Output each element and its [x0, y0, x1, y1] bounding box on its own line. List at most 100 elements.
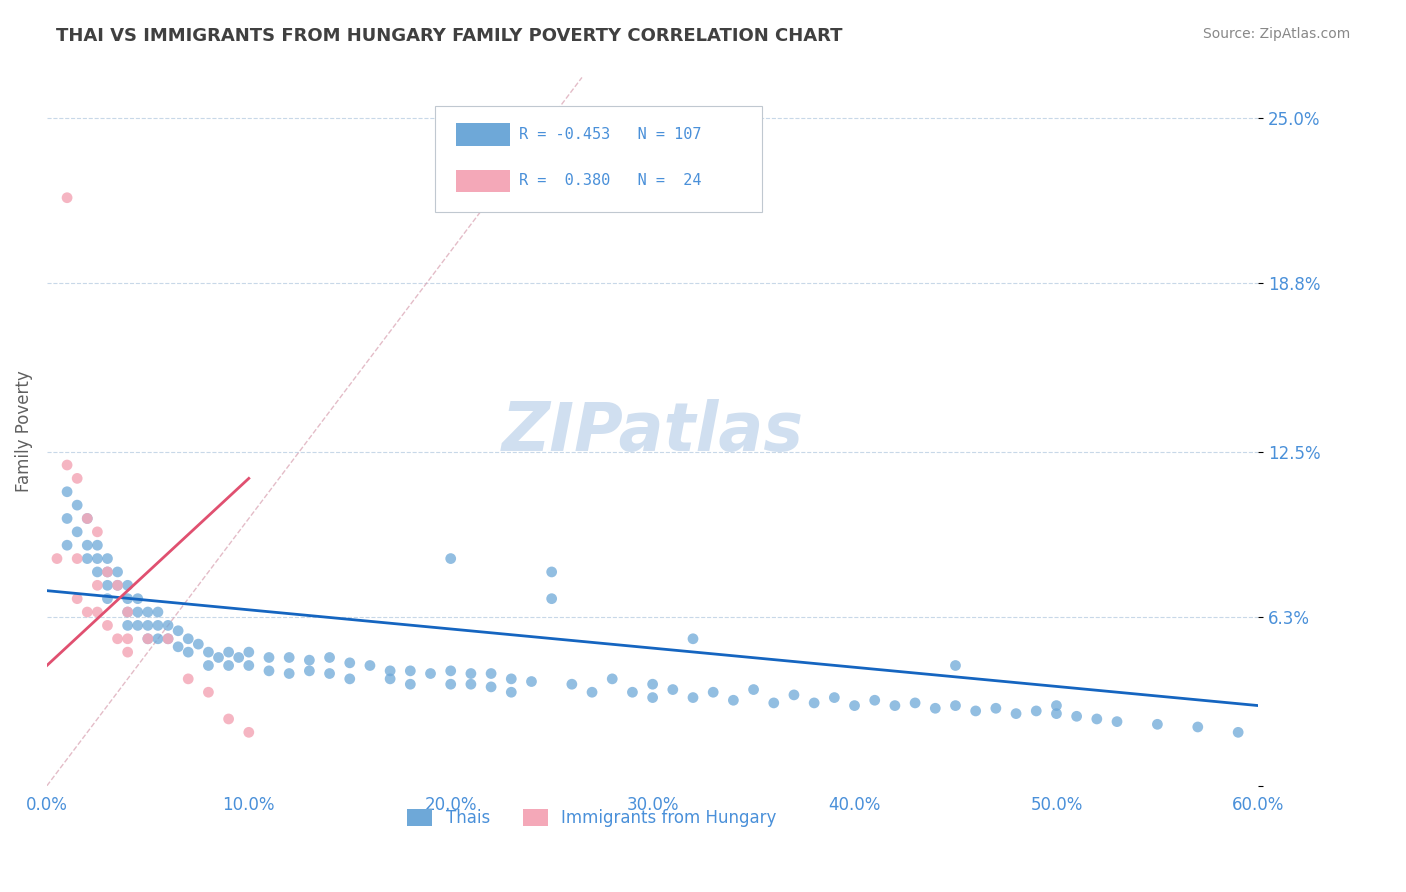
- Point: [823, 690, 845, 705]
- Point: [318, 666, 340, 681]
- Point: [238, 645, 260, 659]
- Point: [339, 656, 361, 670]
- Text: THAI VS IMMIGRANTS FROM HUNGARY FAMILY POVERTY CORRELATION CHART: THAI VS IMMIGRANTS FROM HUNGARY FAMILY P…: [56, 27, 842, 45]
- Point: [1066, 709, 1088, 723]
- Point: [218, 712, 240, 726]
- Point: [945, 698, 967, 713]
- Point: [540, 565, 562, 579]
- Point: [117, 591, 139, 606]
- Point: [107, 632, 129, 646]
- Point: [641, 677, 664, 691]
- Point: [1085, 712, 1108, 726]
- Point: [136, 618, 159, 632]
- Point: [96, 578, 118, 592]
- Point: [1005, 706, 1028, 721]
- Point: [177, 632, 200, 646]
- Point: [520, 674, 543, 689]
- Point: [218, 658, 240, 673]
- Point: [803, 696, 825, 710]
- Point: [76, 538, 98, 552]
- Point: [66, 591, 89, 606]
- Text: ZIPatlas: ZIPatlas: [502, 399, 804, 465]
- Point: [157, 632, 180, 646]
- Point: [86, 605, 108, 619]
- Point: [127, 591, 149, 606]
- Point: [1045, 706, 1067, 721]
- Point: [117, 605, 139, 619]
- Point: [86, 524, 108, 539]
- Point: [924, 701, 946, 715]
- Point: [298, 664, 321, 678]
- Point: [96, 618, 118, 632]
- Point: [197, 685, 219, 699]
- Point: [76, 511, 98, 525]
- Point: [257, 664, 280, 678]
- Point: [479, 680, 502, 694]
- Point: [146, 618, 169, 632]
- Point: [96, 551, 118, 566]
- Point: [561, 677, 583, 691]
- Point: [136, 632, 159, 646]
- Point: [339, 672, 361, 686]
- Point: [177, 645, 200, 659]
- Point: [1187, 720, 1209, 734]
- Point: [742, 682, 765, 697]
- Point: [76, 551, 98, 566]
- Point: [218, 645, 240, 659]
- Point: [117, 645, 139, 659]
- Point: [127, 605, 149, 619]
- Point: [228, 650, 250, 665]
- Point: [984, 701, 1007, 715]
- Point: [187, 637, 209, 651]
- Point: [501, 685, 523, 699]
- Point: [56, 484, 79, 499]
- Point: [399, 664, 422, 678]
- Point: [702, 685, 724, 699]
- Point: [66, 551, 89, 566]
- Point: [157, 632, 180, 646]
- Point: [783, 688, 806, 702]
- Point: [1227, 725, 1250, 739]
- FancyBboxPatch shape: [457, 169, 509, 192]
- Point: [56, 458, 79, 472]
- Point: [378, 664, 401, 678]
- Point: [207, 650, 229, 665]
- Point: [56, 191, 79, 205]
- Point: [117, 632, 139, 646]
- Point: [479, 666, 502, 681]
- Point: [662, 682, 685, 697]
- Point: [107, 565, 129, 579]
- Point: [167, 640, 190, 654]
- Point: [460, 666, 482, 681]
- Point: [863, 693, 886, 707]
- Point: [197, 658, 219, 673]
- Point: [96, 565, 118, 579]
- Point: [965, 704, 987, 718]
- Point: [440, 677, 463, 691]
- Point: [127, 618, 149, 632]
- Point: [501, 672, 523, 686]
- Point: [844, 698, 866, 713]
- Point: [600, 672, 623, 686]
- Point: [117, 605, 139, 619]
- Point: [66, 498, 89, 512]
- Point: [86, 578, 108, 592]
- Point: [117, 618, 139, 632]
- Point: [723, 693, 745, 707]
- Point: [278, 666, 301, 681]
- Point: [107, 578, 129, 592]
- Point: [66, 524, 89, 539]
- Point: [86, 565, 108, 579]
- Point: [56, 538, 79, 552]
- Point: [762, 696, 785, 710]
- Point: [440, 664, 463, 678]
- Point: [146, 605, 169, 619]
- Point: [440, 551, 463, 566]
- Point: [56, 511, 79, 525]
- Point: [238, 658, 260, 673]
- FancyBboxPatch shape: [457, 123, 509, 146]
- Point: [96, 591, 118, 606]
- Point: [1105, 714, 1128, 729]
- Point: [540, 591, 562, 606]
- Point: [96, 565, 118, 579]
